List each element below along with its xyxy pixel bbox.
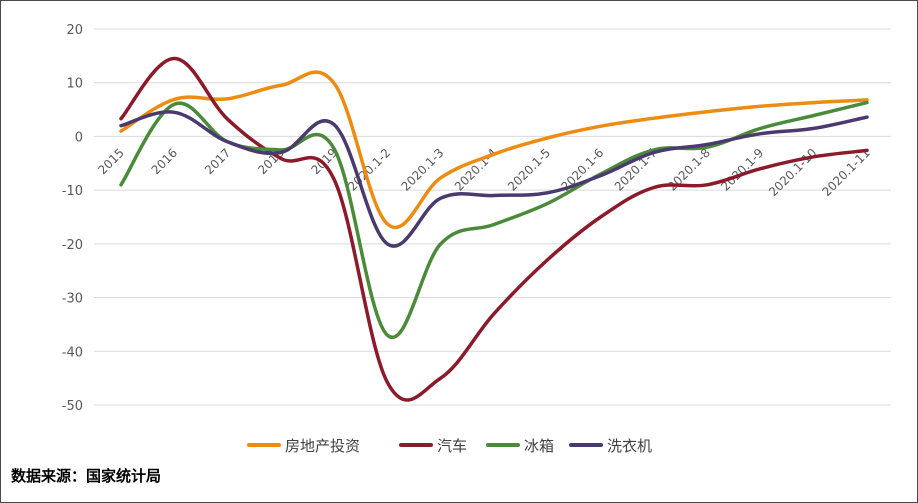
x-tick-label: 2020.1-10 (766, 146, 819, 199)
series-line-3 (119, 110, 869, 248)
gridlines (94, 28, 891, 406)
source-note: 数据来源：国家统计局 (11, 467, 162, 485)
legend-label: 汽车 (437, 437, 467, 455)
legend-label: 洗衣机 (607, 437, 652, 455)
x-tick-label: 2015 (95, 146, 126, 177)
y-tick-label: -20 (62, 238, 83, 253)
series-line-2 (119, 100, 869, 340)
x-tick-label: 2020.1-5 (505, 146, 553, 194)
x-tick-label: 2020.1-3 (399, 146, 447, 194)
y-tick-label: 10 (66, 77, 83, 92)
series-lines (119, 56, 869, 402)
y-tick-label: -30 (62, 292, 83, 307)
series-line-0 (119, 70, 869, 229)
legend: 房地产投资 汽车 冰箱 洗衣机 (247, 437, 652, 455)
y-tick-label: 20 (66, 23, 83, 38)
y-tick-label: -50 (62, 399, 83, 414)
y-tick-label: -40 (62, 345, 83, 360)
legend-label: 冰箱 (524, 437, 554, 455)
x-axis-ticks: 2015 2016 2017 2018 2019 2020.1-2 2020.1-3 2020… (95, 146, 872, 199)
legend-label: 房地产投资 (285, 437, 360, 455)
series-line-1 (119, 56, 869, 402)
y-tick-label: -10 (62, 184, 83, 199)
y-tick-label: 0 (75, 130, 83, 145)
x-tick-label: 2017 (202, 146, 233, 177)
x-tick-label: 2016 (149, 146, 180, 177)
y-axis-ticks: 20 10 0 -10 -20 -30 -40 -50 (62, 23, 83, 414)
